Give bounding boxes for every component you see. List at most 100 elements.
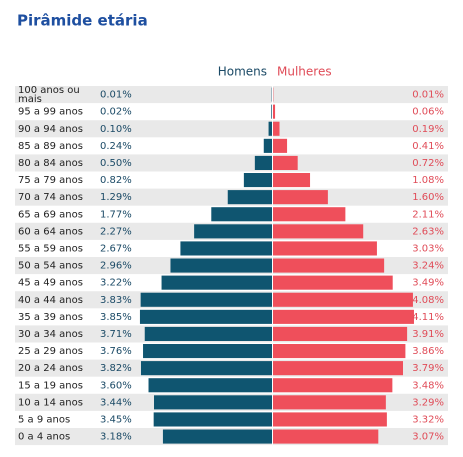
male-value-label: 3.76%: [100, 346, 132, 357]
female-value-label: 3.49%: [412, 278, 444, 289]
category-label: 90 a 94 anos: [18, 124, 83, 135]
female-value-label: 1.08%: [412, 175, 444, 186]
male-bar: [211, 207, 272, 221]
female-value-label: 1.60%: [412, 192, 444, 203]
female-bar: [273, 395, 386, 409]
male-bar: [255, 156, 272, 170]
category-label: 35 a 39 anos: [18, 312, 83, 323]
female-bar: [273, 378, 392, 392]
female-value-label: 4.11%: [412, 312, 444, 323]
chart-title: Pirâmide etária: [17, 12, 148, 30]
male-value-label: 3.82%: [100, 363, 132, 374]
female-bar: [273, 139, 287, 153]
male-value-label: 3.85%: [100, 312, 132, 323]
female-bar: [273, 430, 378, 444]
female-value-label: 2.11%: [412, 209, 444, 220]
male-bar: [244, 173, 272, 187]
category-label: 20 a 24 anos: [18, 363, 83, 374]
male-bar: [162, 276, 272, 290]
female-bar: [273, 122, 280, 136]
male-bar: [143, 344, 272, 358]
female-bar: [273, 207, 345, 221]
female-bar: [273, 156, 298, 170]
male-value-label: 2.27%: [100, 226, 132, 237]
male-value-label: 3.45%: [100, 414, 132, 425]
category-label: 25 a 29 anos: [18, 346, 83, 357]
legend-entry: Homens: [218, 65, 267, 79]
legend-entry: Mulheres: [277, 65, 332, 79]
female-value-label: 0.06%: [412, 107, 444, 118]
male-bar: [228, 190, 272, 204]
female-value-label: 3.29%: [412, 397, 444, 408]
male-value-label: 3.22%: [100, 278, 132, 289]
male-value-label: 2.96%: [100, 261, 132, 272]
female-value-label: 4.08%: [412, 295, 444, 306]
male-value-label: 1.29%: [100, 192, 132, 203]
category-label: 45 a 49 anos: [18, 278, 83, 289]
female-bar: [273, 241, 377, 255]
male-value-label: 3.60%: [100, 380, 132, 391]
female-bar: [273, 224, 363, 238]
male-bar: [163, 430, 272, 444]
female-bar: [273, 276, 393, 290]
male-value-label: 2.67%: [100, 243, 132, 254]
male-bar: [149, 378, 272, 392]
category-label: 30 a 34 anos: [18, 329, 83, 340]
female-bar: [273, 173, 310, 187]
male-bar: [154, 395, 272, 409]
male-value-label: 0.24%: [100, 141, 132, 152]
male-value-label: 0.82%: [100, 175, 132, 186]
row-band: [15, 86, 448, 103]
female-value-label: 3.32%: [412, 414, 444, 425]
male-bar: [140, 310, 272, 324]
female-value-label: 0.41%: [412, 141, 444, 152]
category-label: 60 a 64 anos: [18, 226, 83, 237]
female-value-label: 0.19%: [412, 124, 444, 135]
male-bar: [141, 361, 272, 375]
male-bar: [194, 224, 272, 238]
female-value-label: 2.63%: [412, 226, 444, 237]
female-bar: [273, 344, 405, 358]
male-bar: [170, 259, 272, 273]
female-bar: [273, 361, 403, 375]
female-value-label: 3.91%: [412, 329, 444, 340]
male-bar: [154, 412, 272, 426]
male-value-label: 0.10%: [100, 124, 132, 135]
category-label: 55 a 59 anos: [18, 243, 83, 254]
category-label: 10 a 14 anos: [18, 397, 83, 408]
category-label: 65 a 69 anos: [18, 209, 83, 220]
category-label: 75 a 79 anos: [18, 175, 83, 186]
female-value-label: 3.48%: [412, 380, 444, 391]
female-value-label: 0.72%: [412, 158, 444, 169]
male-bar: [269, 122, 272, 136]
male-value-label: 0.02%: [100, 107, 132, 118]
female-value-label: 3.03%: [412, 243, 444, 254]
male-value-label: 0.01%: [100, 90, 132, 101]
category-label: 40 a 44 anos: [18, 295, 83, 306]
female-value-label: 3.07%: [412, 432, 444, 443]
female-bar: [273, 259, 384, 273]
female-bar: [273, 105, 275, 119]
female-bar: [273, 327, 407, 341]
male-value-label: 1.77%: [100, 209, 132, 220]
female-value-label: 3.24%: [412, 261, 444, 272]
category-label: 50 a 54 anos: [18, 261, 83, 272]
category-label: 85 a 89 anos: [18, 141, 83, 152]
male-value-label: 3.83%: [100, 295, 132, 306]
female-value-label: 0.01%: [412, 90, 444, 101]
category-label: 70 a 74 anos: [18, 192, 83, 203]
male-value-label: 3.18%: [100, 432, 132, 443]
female-bar: [273, 293, 413, 307]
male-value-label: 3.71%: [100, 329, 132, 340]
female-value-label: 3.79%: [412, 363, 444, 374]
male-value-label: 0.50%: [100, 158, 132, 169]
male-bar: [180, 241, 272, 255]
female-bar: [273, 310, 414, 324]
category-label: 0 a 4 anos: [18, 432, 70, 443]
category-label: 95 a 99 anos: [18, 107, 83, 118]
female-bar: [273, 190, 328, 204]
category-label: 5 a 9 anos: [18, 414, 70, 425]
category-label: 80 a 84 anos: [18, 158, 83, 169]
female-value-label: 3.86%: [412, 346, 444, 357]
